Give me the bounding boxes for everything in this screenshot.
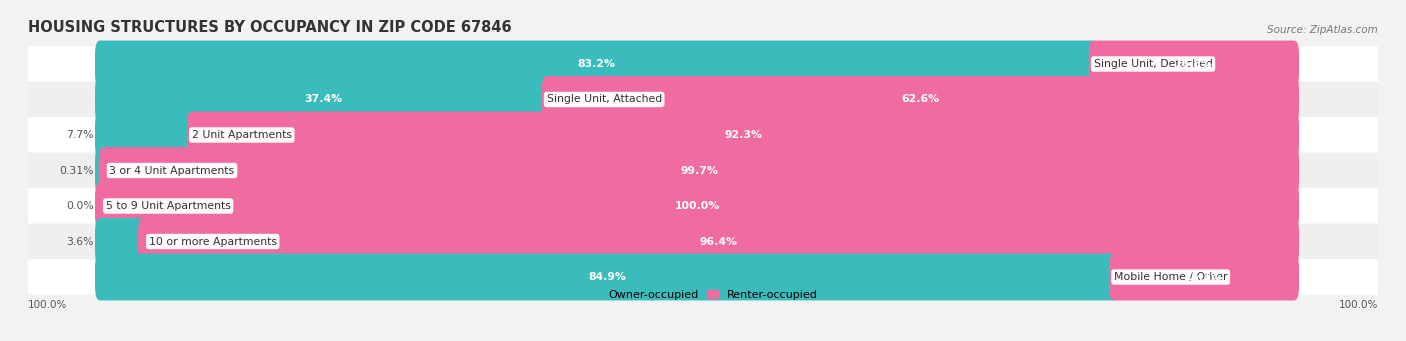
FancyBboxPatch shape [96, 218, 148, 265]
FancyBboxPatch shape [28, 224, 1378, 259]
Text: 5 to 9 Unit Apartments: 5 to 9 Unit Apartments [105, 201, 231, 211]
Text: 37.4%: 37.4% [304, 94, 342, 104]
Text: 0.0%: 0.0% [66, 201, 94, 211]
FancyBboxPatch shape [28, 259, 1378, 295]
Text: 92.3%: 92.3% [724, 130, 762, 140]
FancyBboxPatch shape [96, 254, 1119, 300]
Text: 3 or 4 Unit Apartments: 3 or 4 Unit Apartments [110, 165, 235, 176]
Text: 15.1%: 15.1% [1185, 272, 1223, 282]
Text: 100.0%: 100.0% [28, 300, 67, 310]
FancyBboxPatch shape [96, 182, 1299, 229]
FancyBboxPatch shape [541, 76, 1299, 123]
Text: 83.2%: 83.2% [578, 59, 616, 69]
Text: 96.4%: 96.4% [700, 237, 738, 247]
Text: HOUSING STRUCTURES BY OCCUPANCY IN ZIP CODE 67846: HOUSING STRUCTURES BY OCCUPANCY IN ZIP C… [28, 19, 512, 34]
FancyBboxPatch shape [96, 76, 551, 123]
FancyBboxPatch shape [1109, 254, 1299, 300]
Text: Single Unit, Detached: Single Unit, Detached [1094, 59, 1212, 69]
Text: Mobile Home / Other: Mobile Home / Other [1114, 272, 1227, 282]
Text: 99.7%: 99.7% [681, 165, 718, 176]
Text: Source: ZipAtlas.com: Source: ZipAtlas.com [1267, 25, 1378, 34]
Text: 3.6%: 3.6% [66, 237, 94, 247]
Text: Single Unit, Attached: Single Unit, Attached [547, 94, 662, 104]
FancyBboxPatch shape [28, 46, 1378, 82]
Text: 62.6%: 62.6% [901, 94, 939, 104]
FancyBboxPatch shape [187, 112, 1299, 159]
Text: 0.31%: 0.31% [59, 165, 94, 176]
Text: 10 or more Apartments: 10 or more Apartments [149, 237, 277, 247]
Text: 100.0%: 100.0% [675, 201, 720, 211]
Text: 7.7%: 7.7% [66, 130, 94, 140]
Text: 84.9%: 84.9% [588, 272, 626, 282]
Text: 16.8%: 16.8% [1175, 59, 1213, 69]
Legend: Owner-occupied, Renter-occupied: Owner-occupied, Renter-occupied [588, 290, 818, 300]
FancyBboxPatch shape [28, 153, 1378, 188]
Text: 2 Unit Apartments: 2 Unit Apartments [191, 130, 292, 140]
FancyBboxPatch shape [98, 147, 1299, 194]
FancyBboxPatch shape [28, 188, 1378, 224]
Text: 100.0%: 100.0% [1339, 300, 1378, 310]
FancyBboxPatch shape [28, 82, 1378, 117]
FancyBboxPatch shape [96, 147, 108, 194]
FancyBboxPatch shape [1088, 41, 1299, 87]
FancyBboxPatch shape [96, 112, 197, 159]
FancyBboxPatch shape [28, 117, 1378, 153]
FancyBboxPatch shape [96, 41, 1098, 87]
FancyBboxPatch shape [138, 218, 1299, 265]
